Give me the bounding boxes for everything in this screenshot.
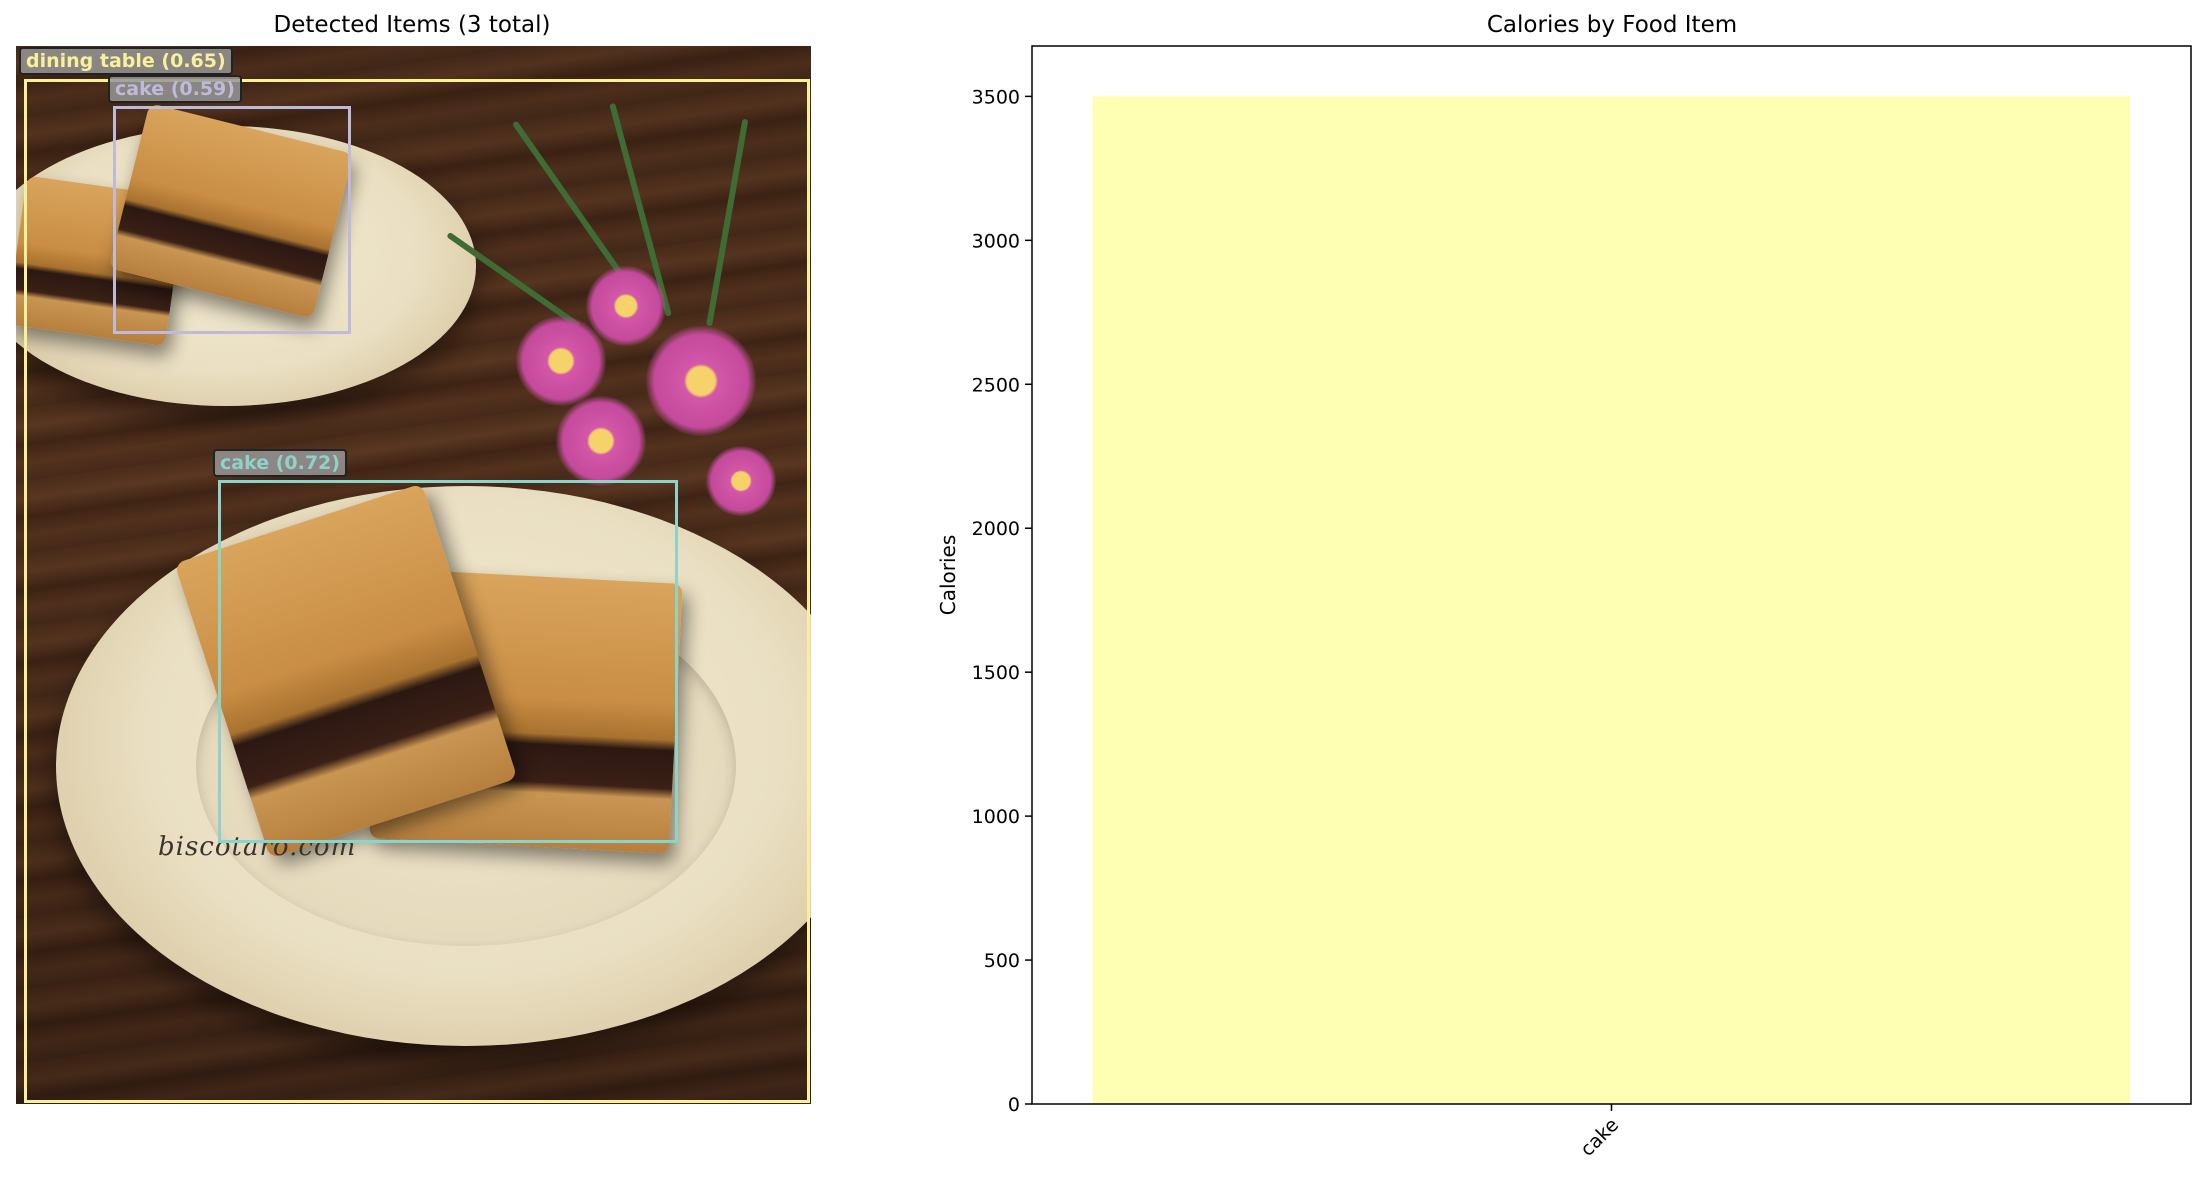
y-tick-label: 1000 xyxy=(972,806,1020,828)
flower xyxy=(586,266,666,346)
y-axis-label: Calories xyxy=(936,535,960,616)
flower xyxy=(706,446,776,516)
plot-frame xyxy=(1031,45,2192,1105)
detection-label-dining-table: dining table (0.65) xyxy=(19,47,233,75)
detection-box-dining-table xyxy=(24,79,810,1103)
bars-group xyxy=(1092,96,2131,1104)
watermark: biscotaro.com xyxy=(158,832,357,862)
detection-photo: biscotaro.com xyxy=(16,46,811,1104)
chart-title: Calories by Food Item xyxy=(1486,12,1738,38)
y-tick-label: 2000 xyxy=(972,518,1020,540)
y-tick-label: 2500 xyxy=(972,374,1020,396)
detection-label-cake-2: cake (0.72) xyxy=(213,449,347,477)
y-tick-label: 500 xyxy=(984,950,1020,972)
detection-label-cake-1: cake (0.59) xyxy=(108,75,242,103)
detection-box-cake-2 xyxy=(218,480,678,843)
y-tick-label: 1500 xyxy=(972,662,1020,684)
y-axis-ticks: 0 500 1000 1500 2000 2500 3000 3500 xyxy=(972,86,1032,1116)
detection-panel-title: Detected Items (3 total) xyxy=(273,12,551,38)
bar-cake xyxy=(1092,96,2131,1104)
flower xyxy=(556,396,646,486)
y-tick-label: 3500 xyxy=(972,86,1020,108)
detection-box-cake-1 xyxy=(113,106,351,334)
y-tick-label: 0 xyxy=(1008,1094,1020,1116)
x-axis-ticks: cake xyxy=(1576,1104,1623,1161)
x-tick-label: cake xyxy=(1576,1114,1623,1161)
flower xyxy=(516,316,606,406)
flower xyxy=(646,326,756,436)
y-tick-label: 3000 xyxy=(972,230,1020,252)
